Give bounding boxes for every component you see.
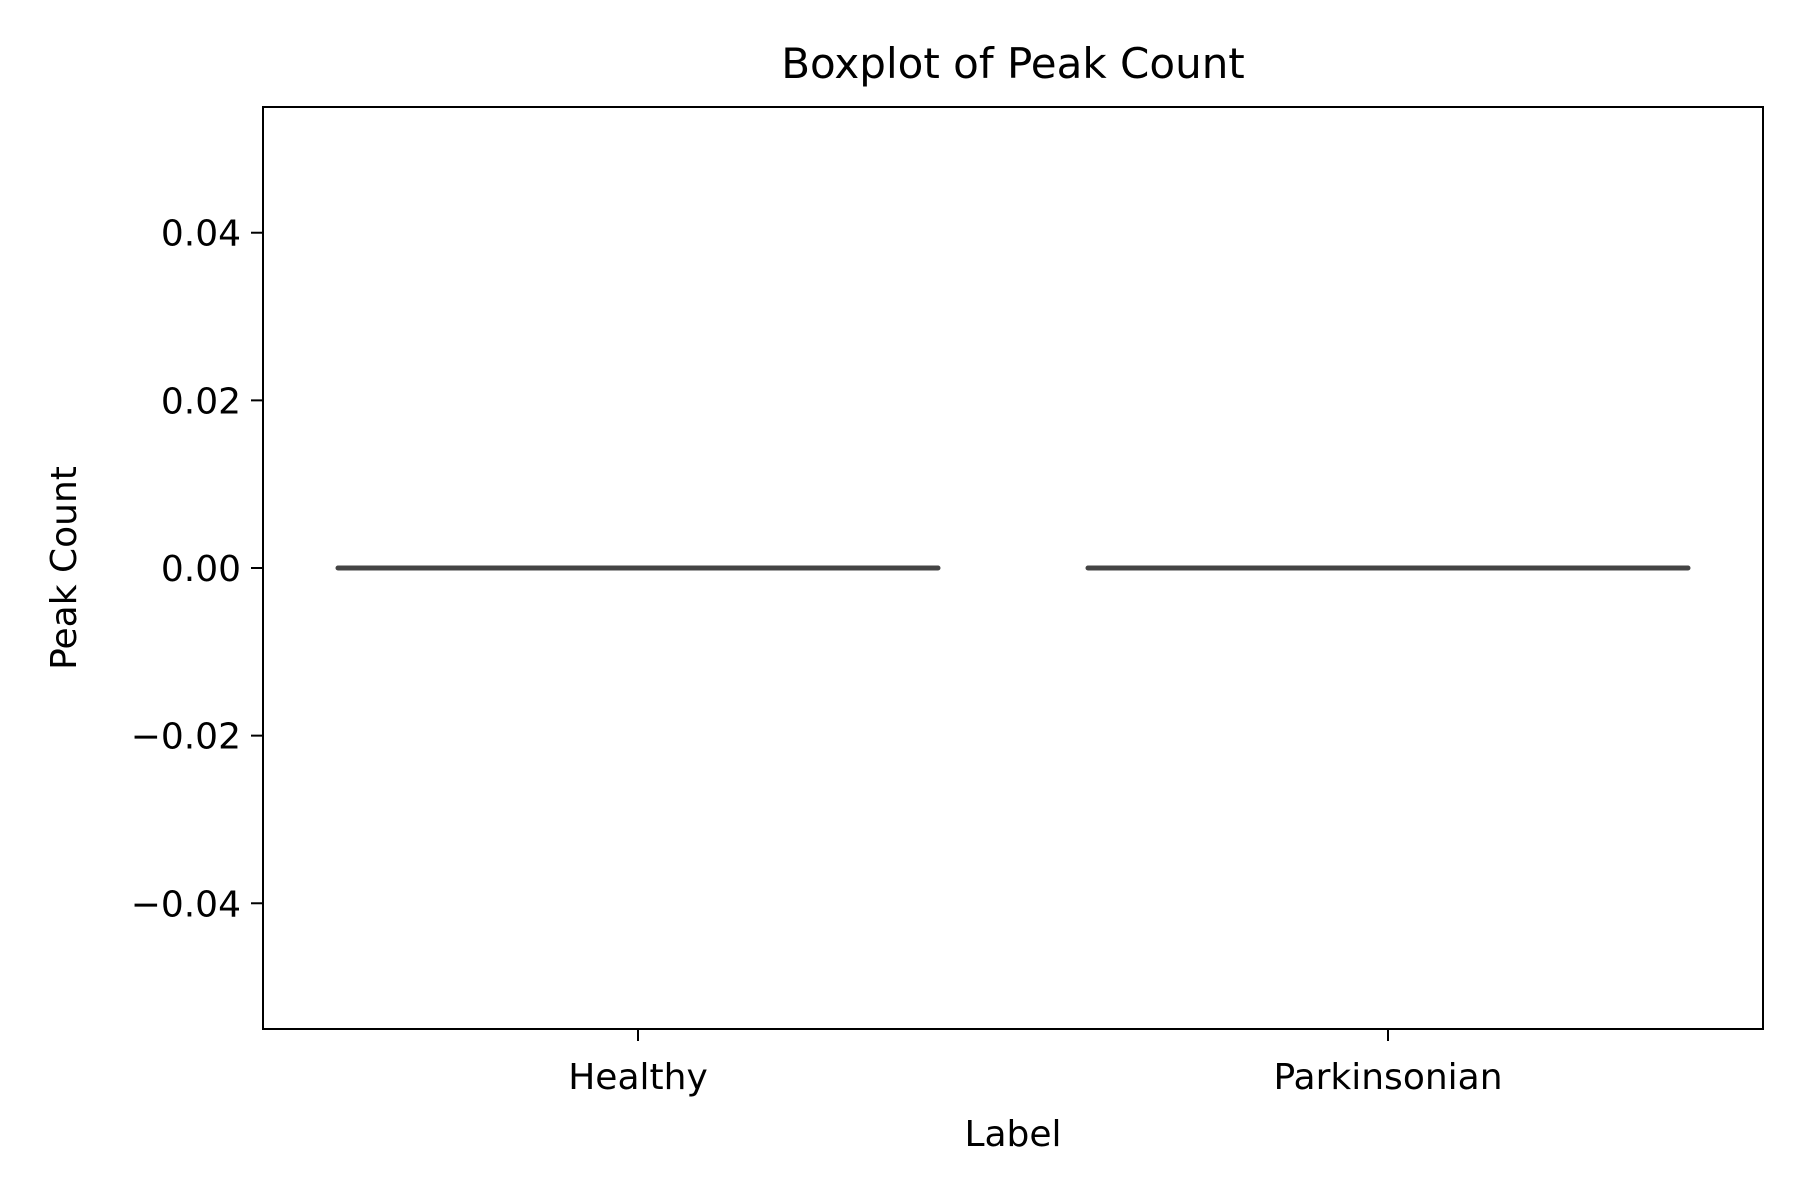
y-tick-label: 0.04	[161, 214, 241, 255]
x-axis: Healthy Parkinsonian	[568, 1029, 1503, 1098]
y-axis: −0.04 −0.02 0.00 0.02 0.04	[131, 214, 263, 925]
y-tick-label: 0.02	[161, 381, 241, 422]
y-tick-label: −0.04	[131, 884, 241, 925]
x-tick-label: Parkinsonian	[1273, 1057, 1502, 1098]
x-tick-label: Healthy	[568, 1057, 708, 1098]
y-tick-label: 0.00	[161, 549, 241, 590]
y-axis-label: Peak Count	[44, 466, 85, 670]
x-axis-label: Label	[964, 1114, 1061, 1155]
y-tick-label: −0.02	[131, 717, 241, 758]
chart-title: Boxplot of Peak Count	[781, 39, 1245, 88]
